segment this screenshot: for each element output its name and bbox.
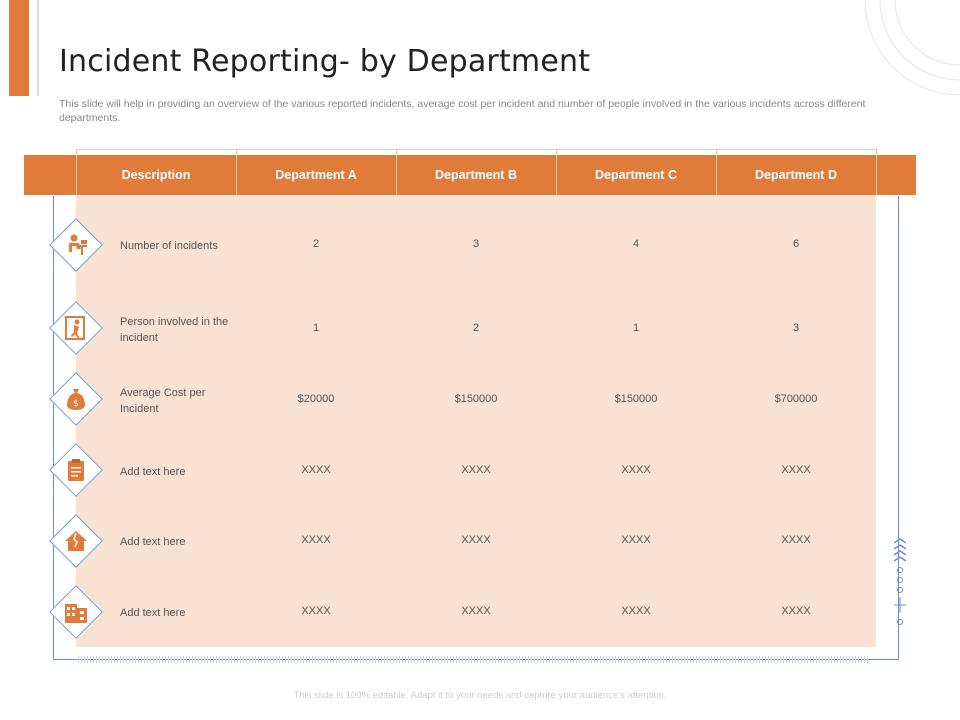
- table-cell: XXXX: [621, 534, 651, 546]
- clipboard-icon: [68, 459, 84, 481]
- falling-person-icon: [65, 316, 85, 340]
- office-worker-icon: [69, 234, 87, 255]
- header-description: Description: [121, 168, 191, 182]
- table-body-background: [76, 195, 876, 647]
- row-label: Add text here: [120, 466, 186, 478]
- table-cell: XXXX: [781, 605, 811, 617]
- building-icon: [65, 604, 87, 623]
- header-separator: [716, 149, 717, 195]
- table-cell: 2: [472, 322, 480, 334]
- table-cell: XXXX: [301, 605, 331, 617]
- side-decoration: [893, 538, 907, 625]
- table-cell: $150000: [454, 393, 498, 405]
- table-cell: 1: [632, 322, 640, 334]
- header-separator: [556, 149, 557, 195]
- broken-house-icon: [65, 531, 87, 551]
- table-cell: 6: [792, 238, 800, 250]
- table-header-bar: [24, 155, 916, 195]
- header-department-c: Department C: [595, 168, 677, 182]
- row-label: Add text here: [120, 607, 186, 619]
- header-department-d: Department D: [755, 168, 837, 182]
- header-top-line: [76, 149, 876, 150]
- accent-line: [37, 0, 39, 96]
- header-department-b: Department B: [435, 168, 517, 182]
- table-cell: XXXX: [461, 605, 491, 617]
- table-cell: XXXX: [461, 464, 491, 476]
- page-subtitle: This slide will help in providing an ove…: [59, 98, 866, 124]
- header-department-a: Department A: [275, 168, 357, 182]
- row-label: Person involved in the incident: [120, 316, 229, 344]
- ruler-ticks: [78, 656, 868, 663]
- accent-bar: [9, 0, 29, 96]
- table-cell: XXXX: [621, 464, 651, 476]
- row-label: Add text here: [120, 536, 186, 548]
- table-cell: 3: [792, 322, 800, 334]
- table-cell: XXXX: [781, 534, 811, 546]
- row-label: Number of incidents: [120, 240, 218, 252]
- table-cell: $150000: [614, 393, 658, 405]
- money-bag-icon: $: [67, 389, 85, 410]
- table-cell: XXXX: [301, 464, 331, 476]
- row-label: Average Cost per Incident: [120, 387, 206, 415]
- header-separator: [876, 149, 877, 195]
- footer-note: This slide is 100% editable. Adapt it to…: [293, 690, 667, 701]
- table-cell: $20000: [297, 393, 335, 405]
- table-cell: 2: [312, 238, 320, 250]
- header-separator: [396, 149, 397, 195]
- table-cell: 1: [312, 322, 320, 334]
- table-cell: $700000: [774, 393, 818, 405]
- table-cell: 3: [472, 238, 480, 250]
- header-separator: [236, 149, 237, 195]
- svg-text:$: $: [73, 399, 79, 409]
- table-cell: XXXX: [621, 605, 651, 617]
- table-cell: XXXX: [781, 464, 811, 476]
- table-cell: XXXX: [301, 534, 331, 546]
- table-cell: 4: [632, 238, 640, 250]
- table-cell: XXXX: [461, 534, 491, 546]
- decorative-arcs: [864, 0, 960, 96]
- page-title: Incident Reporting- by Department: [59, 44, 591, 79]
- header-separator: [76, 149, 77, 195]
